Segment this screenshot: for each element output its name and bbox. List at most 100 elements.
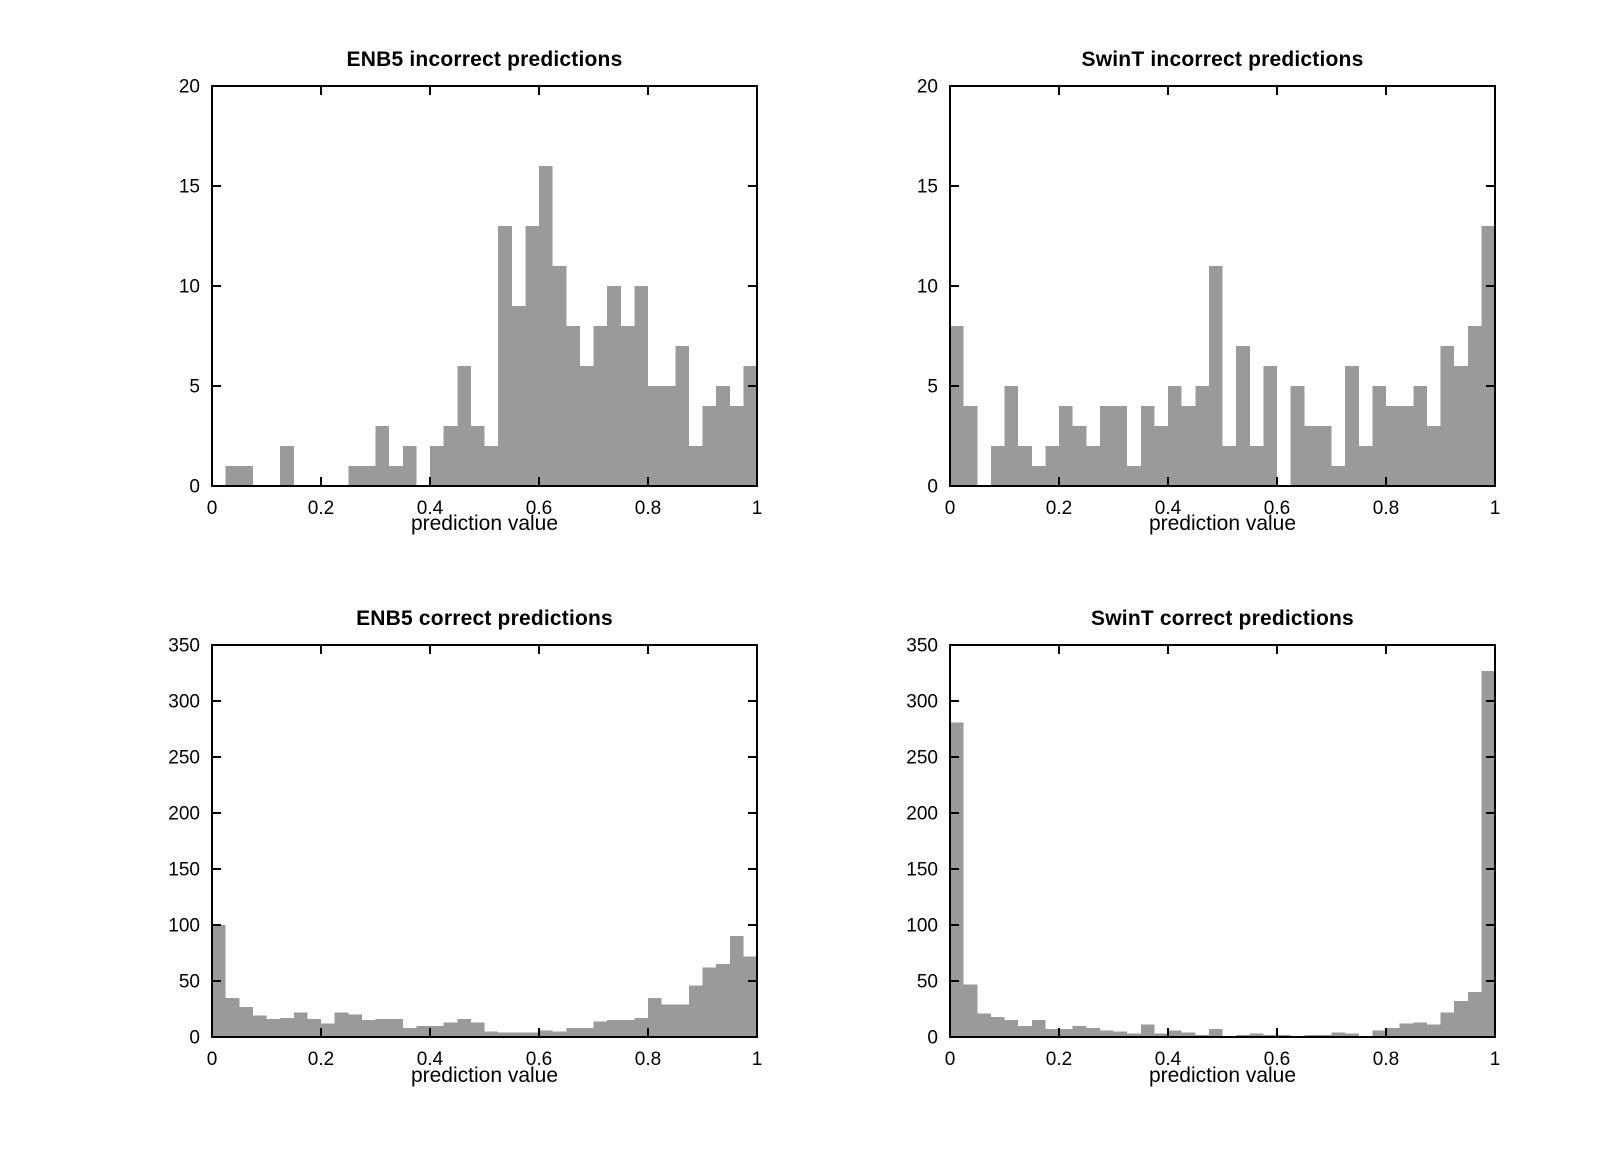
histogram-bar xyxy=(1004,386,1019,486)
y-tick-label: 5 xyxy=(189,377,200,398)
x-tick-label: 0.6 xyxy=(526,1049,552,1070)
y-tick-label: 300 xyxy=(168,692,200,713)
panel-title-swint-incorrect: SwinT incorrect predictions xyxy=(1081,48,1364,71)
x-tick-label: 0 xyxy=(945,498,956,519)
y-tick-label: 100 xyxy=(906,916,938,937)
histogram-bar xyxy=(702,967,717,1037)
x-tick-label: 0.8 xyxy=(635,1049,661,1070)
histogram-bar xyxy=(1358,446,1373,486)
histogram-bar xyxy=(239,466,253,486)
histogram-bar xyxy=(990,1016,1005,1037)
histogram-bar xyxy=(1413,1022,1427,1037)
histogram-bar xyxy=(443,1022,458,1037)
histogram-bar xyxy=(950,326,964,486)
histogram-bar xyxy=(729,406,744,486)
histogram-bar xyxy=(498,1032,512,1037)
x-tick-label: 0.6 xyxy=(526,498,552,519)
histogram-bar xyxy=(307,1019,322,1037)
y-tick-label: 0 xyxy=(927,1028,938,1049)
histogram-bar xyxy=(963,984,978,1037)
x-tick-label: 1 xyxy=(752,498,763,519)
histogram-bar xyxy=(1413,386,1427,486)
x-tick-label: 0.2 xyxy=(1046,498,1072,519)
histogram-bar xyxy=(1236,1034,1250,1037)
histogram-bar xyxy=(402,1028,417,1037)
x-tick-label: 0.4 xyxy=(417,498,444,519)
y-tick-label: 50 xyxy=(917,972,938,993)
histogram-bar xyxy=(1099,406,1114,486)
histogram-bar xyxy=(484,1031,499,1037)
histogram-bar xyxy=(375,1019,390,1037)
histogram-bar xyxy=(430,446,444,486)
histogram-bar xyxy=(225,466,240,486)
histogram-bar xyxy=(1154,426,1169,486)
y-tick-label: 350 xyxy=(906,636,938,657)
y-tick-label: 150 xyxy=(906,860,938,881)
histogram-bar xyxy=(252,1015,267,1037)
histogram-bar xyxy=(1168,386,1182,486)
y-tick-label: 15 xyxy=(917,177,938,198)
y-tick-label: 5 xyxy=(927,377,938,398)
histogram-bar xyxy=(1195,1034,1209,1037)
histogram-bar xyxy=(416,1025,431,1037)
histogram-bar xyxy=(661,1004,676,1037)
histogram-bar xyxy=(1277,1034,1291,1037)
bars-swint-incorrect xyxy=(950,226,1496,486)
histogram-bar xyxy=(389,1019,403,1037)
y-tick-label: 0 xyxy=(189,1028,200,1049)
x-tick-label: 1 xyxy=(1490,498,1501,519)
x-tick-label: 0.4 xyxy=(417,1049,444,1070)
y-tick-label: 250 xyxy=(906,748,938,769)
y-tick-label: 200 xyxy=(906,804,938,825)
histogram-bar xyxy=(593,1021,608,1037)
histogram-bar xyxy=(1208,266,1223,486)
histogram-bar xyxy=(1481,226,1496,486)
xlabel-enb5-correct: prediction value xyxy=(410,1064,559,1087)
histogram-bar xyxy=(661,386,676,486)
histogram-bar xyxy=(648,386,662,486)
histogram-bar xyxy=(675,1004,689,1037)
histogram-bar xyxy=(634,1017,649,1037)
histogram-bar xyxy=(1195,386,1209,486)
bars-enb5-incorrect xyxy=(225,166,758,486)
y-tick-label: 10 xyxy=(917,277,938,298)
xlabel-swint-correct: prediction value xyxy=(1148,1064,1297,1087)
panel-title-enb5-incorrect: ENB5 incorrect predictions xyxy=(346,48,623,71)
histogram-bar xyxy=(470,1022,485,1037)
x-tick-label: 0.8 xyxy=(1373,498,1399,519)
histogram-bar xyxy=(1386,406,1400,486)
histogram-bar xyxy=(990,446,1005,486)
y-tick-label: 15 xyxy=(179,177,200,198)
histogram-bar xyxy=(1222,446,1237,486)
histogram-bar xyxy=(620,1020,635,1037)
histogram-bar xyxy=(675,346,689,486)
y-tick-label: 300 xyxy=(906,692,938,713)
histogram-bar xyxy=(1345,1033,1359,1037)
histogram-bar xyxy=(1304,1034,1318,1037)
histogram-bar xyxy=(1372,1030,1387,1037)
y-tick-label: 50 xyxy=(179,972,200,993)
histogram-bar xyxy=(361,466,376,486)
x-tick-label: 0.6 xyxy=(1264,1049,1290,1070)
histogram-bar xyxy=(539,1030,553,1037)
histogram-bar xyxy=(1031,1020,1046,1037)
histogram-bar xyxy=(607,286,621,486)
histogram-bar xyxy=(1399,1023,1414,1037)
histogram-bar xyxy=(1236,346,1250,486)
y-tick-label: 0 xyxy=(189,477,200,498)
xlabel-enb5-incorrect: prediction value xyxy=(410,512,559,535)
histogram-bar xyxy=(1317,426,1332,486)
histogram-bar xyxy=(1399,406,1414,486)
x-tick-label: 0.8 xyxy=(635,498,661,519)
histogram-bar xyxy=(566,1028,580,1037)
histogram-bar xyxy=(1249,1033,1264,1037)
histogram-bar xyxy=(1086,1028,1100,1037)
histogram-bar xyxy=(1018,1025,1032,1037)
y-tick-label: 150 xyxy=(168,860,200,881)
histogram-bar xyxy=(743,956,758,1037)
x-tick-label: 0.2 xyxy=(308,1049,334,1070)
bars-enb5-correct xyxy=(212,925,758,1037)
